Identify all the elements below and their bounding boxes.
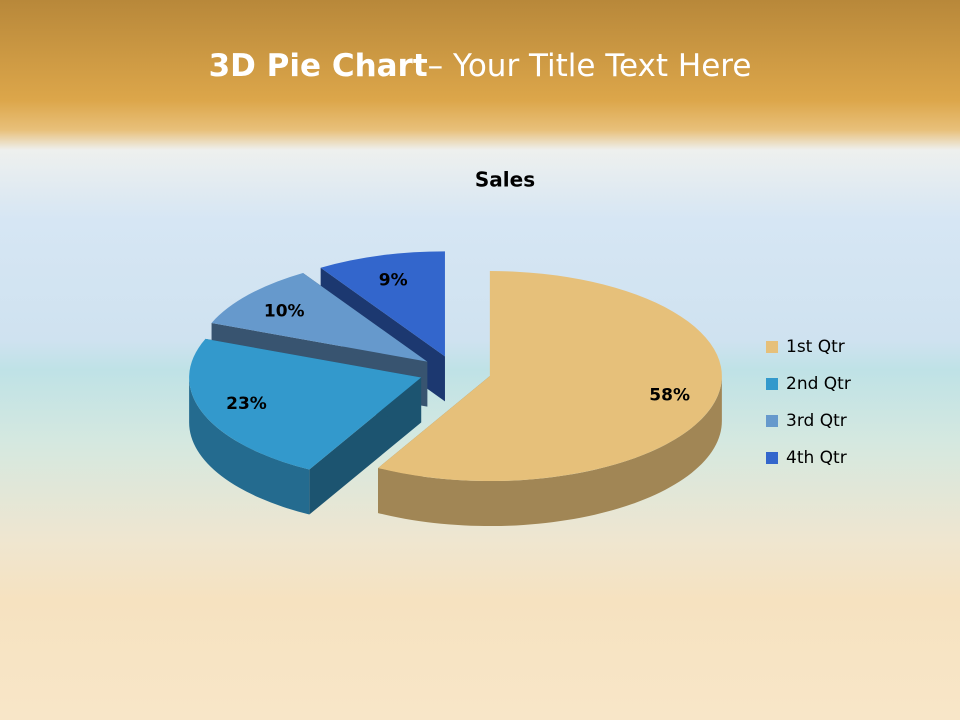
legend-swatch (766, 341, 778, 353)
slice-outer-wall (378, 376, 722, 527)
legend-label: 3rd Qtr (786, 411, 847, 431)
chart-title: Sales (475, 168, 535, 192)
data-label: 10% (264, 301, 305, 321)
pie-slice (320, 251, 445, 357)
legend-swatch (766, 452, 778, 464)
title-rest: – Your Title Text Here (427, 48, 752, 84)
pie-slice (211, 272, 428, 362)
title-bold: 3D Pie Chart (208, 48, 428, 84)
pie-slice (378, 271, 722, 482)
pie-slice (189, 338, 422, 470)
legend-label: 2nd Qtr (786, 374, 851, 394)
data-label: 9% (379, 271, 408, 291)
data-label: 23% (226, 394, 267, 414)
legend-swatch (766, 415, 778, 427)
legend-label: 4th Qtr (786, 448, 847, 468)
slide-title: 3D Pie Chart– Your Title Text Here (0, 48, 960, 84)
legend-swatch (766, 378, 778, 390)
legend-label: 1st Qtr (786, 337, 845, 357)
slice-outer-wall (189, 377, 310, 515)
data-label: 58% (649, 386, 690, 406)
